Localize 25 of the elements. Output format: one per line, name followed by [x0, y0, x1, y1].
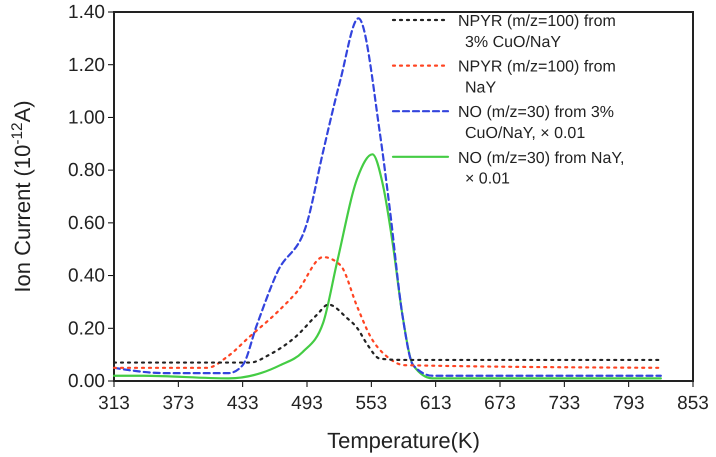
line-series: [112, 153, 662, 380]
x-axis-title: Temperature(K): [327, 428, 480, 453]
y-tick-label: 1.20: [68, 54, 105, 76]
y-tick-label: 0.20: [68, 318, 105, 340]
legend-label: NO (m/z=30) from NaY, × 0.01: [458, 150, 624, 188]
y-tick-label: 0.60: [68, 212, 105, 234]
x-tick-label: 433: [226, 393, 259, 414]
y-tick-label: 1.40: [68, 2, 105, 24]
x-tick-label: 793: [612, 393, 645, 414]
y-tick-label: 0.40: [68, 266, 105, 287]
line-series: [112, 256, 662, 369]
legend-label: NPYR (m/z=100) from NaY: [458, 58, 616, 96]
x-tick-label: 373: [162, 393, 194, 414]
x-tick-label: 613: [420, 393, 452, 414]
x-tick-label: 733: [548, 393, 580, 414]
x-tick-label: 673: [484, 393, 516, 414]
x-tick-label: 313: [98, 393, 130, 414]
legend-label: NPYR (m/z=100) from 3% CuO/NaY: [458, 13, 616, 51]
x-tick-label: 493: [291, 393, 323, 414]
y-tick-label: 1.00: [68, 108, 105, 129]
legend-label: NO (m/z=30) from 3% CuO/NaY, × 0.01: [458, 104, 614, 142]
x-tick-label: 853: [677, 393, 709, 414]
y-tick-label: 0.80: [68, 160, 105, 182]
y-tick-label: 0.00: [68, 371, 105, 392]
x-tick-label: 553: [355, 393, 388, 414]
